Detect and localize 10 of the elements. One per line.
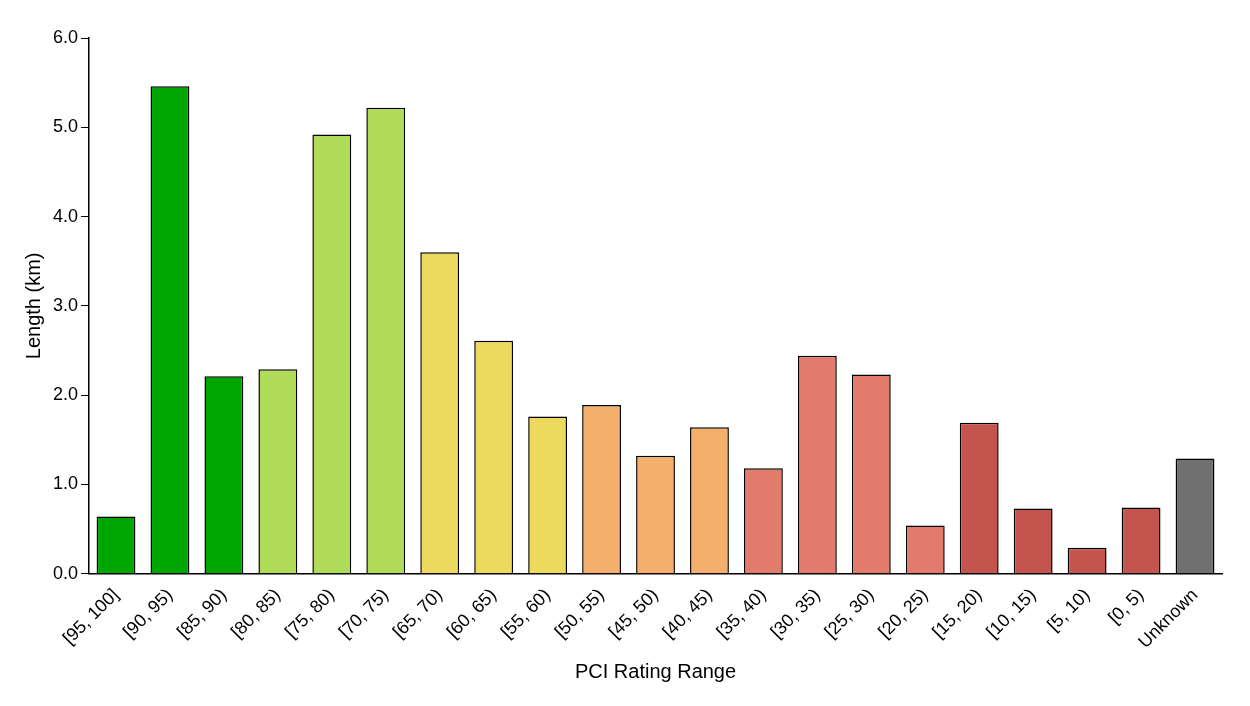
y-tick-label: 6.0 [52, 26, 79, 47]
y-tick-label: 5.0 [52, 116, 79, 137]
y-axis-title: Length (km) [21, 252, 44, 360]
y-tick-label: 3.0 [52, 294, 79, 315]
y-tick-label: 1.0 [52, 473, 79, 494]
y-tick-label: 0.0 [52, 562, 79, 583]
y-tick-label: 2.0 [52, 384, 79, 405]
x-tick-label: [5, 10) [1043, 584, 1094, 635]
y-tick-label: 4.0 [52, 205, 79, 226]
x-axis-title: PCI Rating Range [574, 659, 737, 682]
